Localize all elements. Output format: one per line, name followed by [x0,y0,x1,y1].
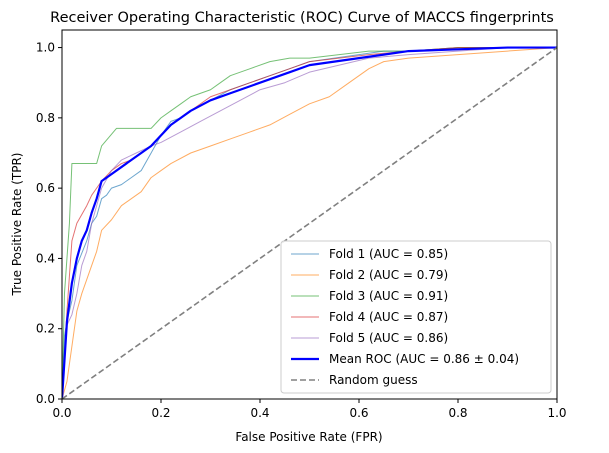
x-axis-label: False Positive Rate (FPR) [235,430,382,444]
y-tick-label: 0.0 [36,392,55,406]
series-line-mean-roc-auc-0-86-0-04 [62,46,557,399]
x-tick-label: 0.0 [52,406,71,420]
y-tick-label: 0.4 [36,251,55,265]
series-lines [62,46,557,399]
legend-label-fold-1-auc-0-85: Fold 1 (AUC = 0.85) [329,247,448,261]
plot-frame [61,29,558,400]
series-line-fold-3-auc-0-91 [62,47,557,399]
series-line-fold-5-auc-0-86 [62,47,557,399]
y-tick-label: 0.8 [36,111,55,125]
series-line-random-guess [62,46,557,399]
x-tick-label: 1.0 [547,406,566,420]
x-tick-label: 0.2 [151,406,170,420]
y-axis-label: True Positive Rate (TPR) [10,153,24,297]
legend-label-fold-5-auc-0-86: Fold 5 (AUC = 0.86) [329,331,448,345]
legend-label-fold-2-auc-0-79: Fold 2 (AUC = 0.79) [329,268,448,282]
chart-title: Receiver Operating Characteristic (ROC) … [50,10,554,26]
series-line-fold-1-auc-0-85 [62,47,557,399]
x-tick-label: 0.8 [448,406,467,420]
legend-label-fold-3-auc-0-91: Fold 3 (AUC = 0.91) [329,289,448,303]
axes: 0.0 0.2 0.4 0.6 0.8 1.0 0.0 0.2 0.4 0.6 0.8 1.0 [36,29,567,420]
legend: Fold 1 (AUC = 0.85) Fold 2 (AUC = 0.79) Fo… [280,240,552,394]
series-line-fold-2-auc-0-79 [62,47,557,399]
y-tick-label: 0.2 [36,322,55,336]
x-tick-label: 0.6 [349,406,368,420]
legend-label-mean-roc-auc-0-86-0-04: Mean ROC (AUC = 0.86 ± 0.04) [329,352,519,366]
legend-label-random-guess: Random guess [329,373,418,387]
y-tick-label: 1.0 [36,41,55,55]
legend-box [280,240,552,394]
x-tick-label: 0.4 [250,406,269,420]
legend-label-fold-4-auc-0-87: Fold 4 (AUC = 0.87) [329,310,448,324]
y-tick-label: 0.6 [36,181,55,195]
